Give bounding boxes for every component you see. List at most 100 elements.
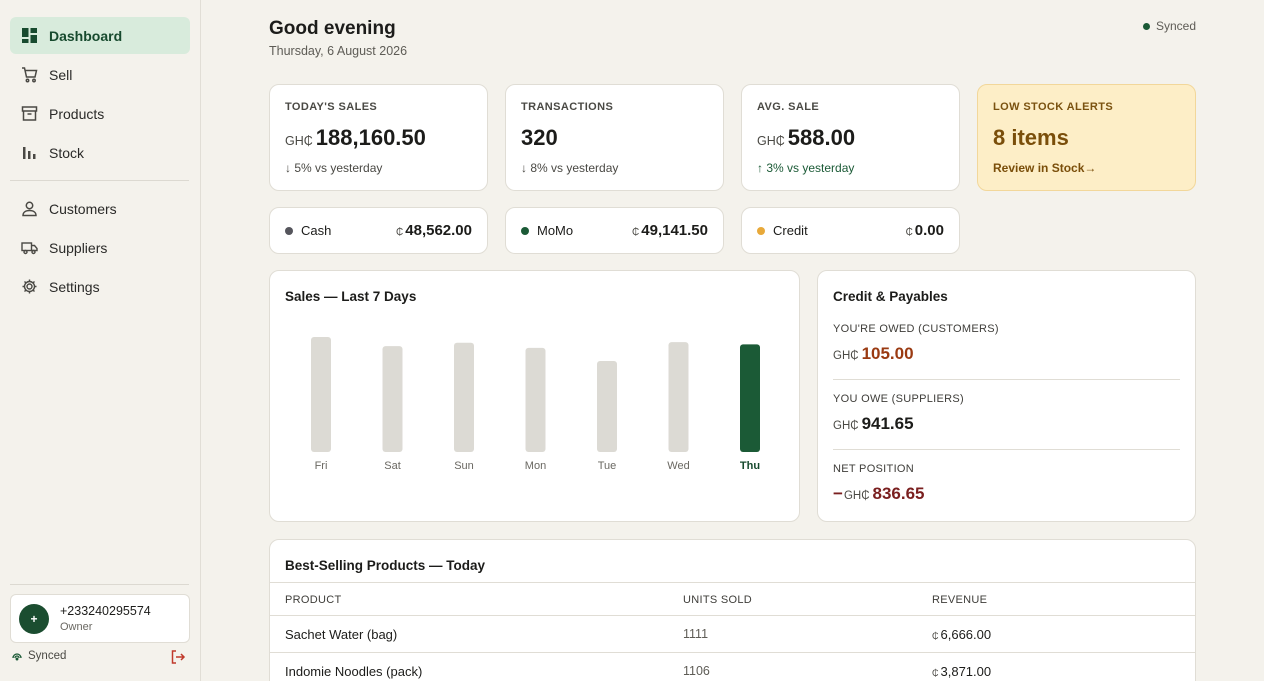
currency-symbol: GH₵ [757, 134, 785, 148]
best-sellers-card: Best-Selling Products — Today PRODUCT UN… [269, 539, 1196, 681]
date-label: Thursday, 6 August 2026 [269, 44, 408, 58]
sidebar-item-label: Settings [49, 278, 100, 295]
currency-symbol: GH₵ [833, 350, 859, 362]
units-sold: 1111 [683, 627, 709, 641]
net-value: − GH₵ 836.65 [833, 484, 925, 504]
stat-number: 320 [521, 125, 558, 150]
low-stock-count: 8 items [993, 125, 1069, 150]
sales-bar-chart: Fri Sat Sun Mon Tue Wed Thu [311, 337, 760, 472]
currency-symbol: ₵ [905, 227, 913, 238]
revenue: ₵ 3,871.00 [932, 664, 991, 679]
sidebar-item-label: Customers [49, 200, 117, 217]
chart-bar-sun[interactable] [454, 342, 474, 452]
column-header-revenue[interactable]: REVENUE [932, 594, 988, 606]
user-card[interactable]: + +233240295574 Owner [10, 594, 190, 643]
payment-card-cash: Cash ₵ 48,562.00 [269, 207, 488, 254]
payment-amount: 49,141.50 [641, 222, 708, 239]
stat-delta: ↓ 5% vs yesterday [285, 161, 382, 175]
currency-symbol: GH₵ [285, 134, 313, 148]
sync-indicator: Synced [1142, 19, 1196, 33]
currency-symbol: ₵ [632, 227, 640, 238]
units-sold: 1106 [683, 664, 710, 678]
box-icon [21, 105, 38, 122]
chart-tick-label: Sun [454, 460, 474, 472]
nav-divider [10, 180, 189, 181]
chart-bar-mon[interactable] [525, 347, 546, 452]
chart-bar-sat[interactable] [382, 346, 403, 452]
net-label: NET POSITION [833, 463, 915, 475]
sidebar-item-suppliers[interactable]: Suppliers [10, 229, 190, 266]
column-header-product[interactable]: PRODUCT [285, 594, 342, 606]
sidebar-item-label: Sell [49, 66, 73, 83]
payment-label: MoMo [537, 223, 574, 238]
sidebar-item-stock[interactable]: Stock [10, 134, 190, 171]
product-name: Indomie Noodles (pack) [285, 664, 423, 679]
sidebar-item-settings[interactable]: Settings [10, 268, 190, 305]
user-icon [21, 200, 38, 217]
user-role: Owner [60, 621, 93, 633]
stat-value: GH₵ 188,160.50 [285, 125, 426, 151]
chart-bar-tue[interactable] [597, 361, 617, 452]
chart-title: Sales — Last 7 Days [285, 289, 417, 304]
nav-divider [10, 584, 189, 585]
payment-label: Cash [301, 223, 332, 238]
sidebar: Dashboard Sell Products Stock Customers … [0, 0, 201, 681]
status-dot [521, 227, 529, 235]
sales-chart-card: Sales — Last 7 Days Fri Sat Sun Mon Tue Wed Th… [269, 270, 800, 522]
owed-amount: 105.00 [861, 344, 914, 363]
sidebar-item-dashboard[interactable]: Dashboard [10, 17, 190, 54]
sync-icon [12, 653, 22, 661]
currency-symbol: GH₵ [843, 490, 870, 502]
chart-tick-label: Thu [740, 460, 760, 472]
owed-label: YOU'RE OWED (CUSTOMERS) [833, 323, 999, 335]
greeting-title: Good evening [269, 18, 396, 39]
sidebar-item-customers[interactable]: Customers [10, 190, 190, 227]
sync-label: Synced [28, 650, 67, 662]
sidebar-item-label: Suppliers [49, 239, 108, 256]
column-header-units[interactable]: UNITS SOLD [683, 594, 753, 606]
stat-label: TRANSACTIONS [521, 101, 614, 113]
revenue-amount: 6,666.00 [940, 627, 992, 642]
chart-bar-thu[interactable] [740, 344, 760, 452]
gear-icon [21, 278, 38, 295]
arrow-up-icon: ↑ [757, 161, 763, 175]
arrow-down-icon: ↓ [521, 161, 527, 175]
product-name: Sachet Water (bag) [285, 627, 398, 642]
chart-tick-label: Mon [525, 460, 546, 472]
chart-bar-fri[interactable] [311, 337, 331, 452]
delta-text: 5% vs yesterday [294, 161, 383, 175]
payment-amount: 0.00 [914, 222, 944, 239]
review-in-stock-link[interactable]: Review in Stock→ [993, 161, 1096, 175]
table-header: PRODUCT UNITS SOLD REVENUE [270, 582, 1195, 616]
owe-amount: 941.65 [861, 414, 914, 433]
payment-value: ₵ 49,141.50 [632, 222, 708, 239]
owed-value: GH₵ 105.00 [833, 344, 914, 364]
chart-tick-label: Tue [598, 460, 617, 472]
sync-status: Synced [11, 650, 66, 662]
stat-value: 320 [521, 125, 558, 151]
net-sign: − [833, 484, 843, 503]
currency-symbol: GH₵ [833, 420, 859, 432]
currency-symbol: ₵ [932, 631, 939, 641]
credit-title: Credit & Payables [833, 289, 948, 304]
revenue-amount: 3,871.00 [940, 664, 992, 679]
cart-icon [21, 66, 38, 83]
sidebar-item-products[interactable]: Products [10, 95, 190, 132]
net-amount: 836.65 [872, 484, 925, 503]
logout-icon[interactable] [170, 649, 186, 665]
chart-tick-label: Fri [315, 460, 328, 472]
chart-bar-wed[interactable] [668, 342, 689, 452]
dashboard-icon [21, 27, 38, 44]
divider [833, 379, 1180, 380]
sidebar-item-sell[interactable]: Sell [10, 56, 190, 93]
owe-label: YOU OWE (SUPPLIERS) [833, 393, 964, 405]
avg-sale-card: AVG. SALE GH₵ 588.00 ↑ 3% vs yesterday [741, 84, 960, 191]
table-row[interactable]: Indomie Noodles (pack) 1106 ₵ 3,871.00 [270, 653, 1195, 681]
sidebar-item-label: Products [49, 105, 105, 122]
stat-number: 188,160.50 [315, 125, 426, 150]
owe-value: GH₵ 941.65 [833, 414, 914, 434]
table-row[interactable]: Sachet Water (bag) 1111 ₵ 6,666.00 [270, 616, 1195, 653]
chart-tick-label: Wed [667, 460, 689, 472]
todays-sales-card: TODAY'S SALES GH₵ 188,160.50 ↓ 5% vs yes… [269, 84, 488, 191]
link-text: Review in Stock [993, 161, 1085, 175]
